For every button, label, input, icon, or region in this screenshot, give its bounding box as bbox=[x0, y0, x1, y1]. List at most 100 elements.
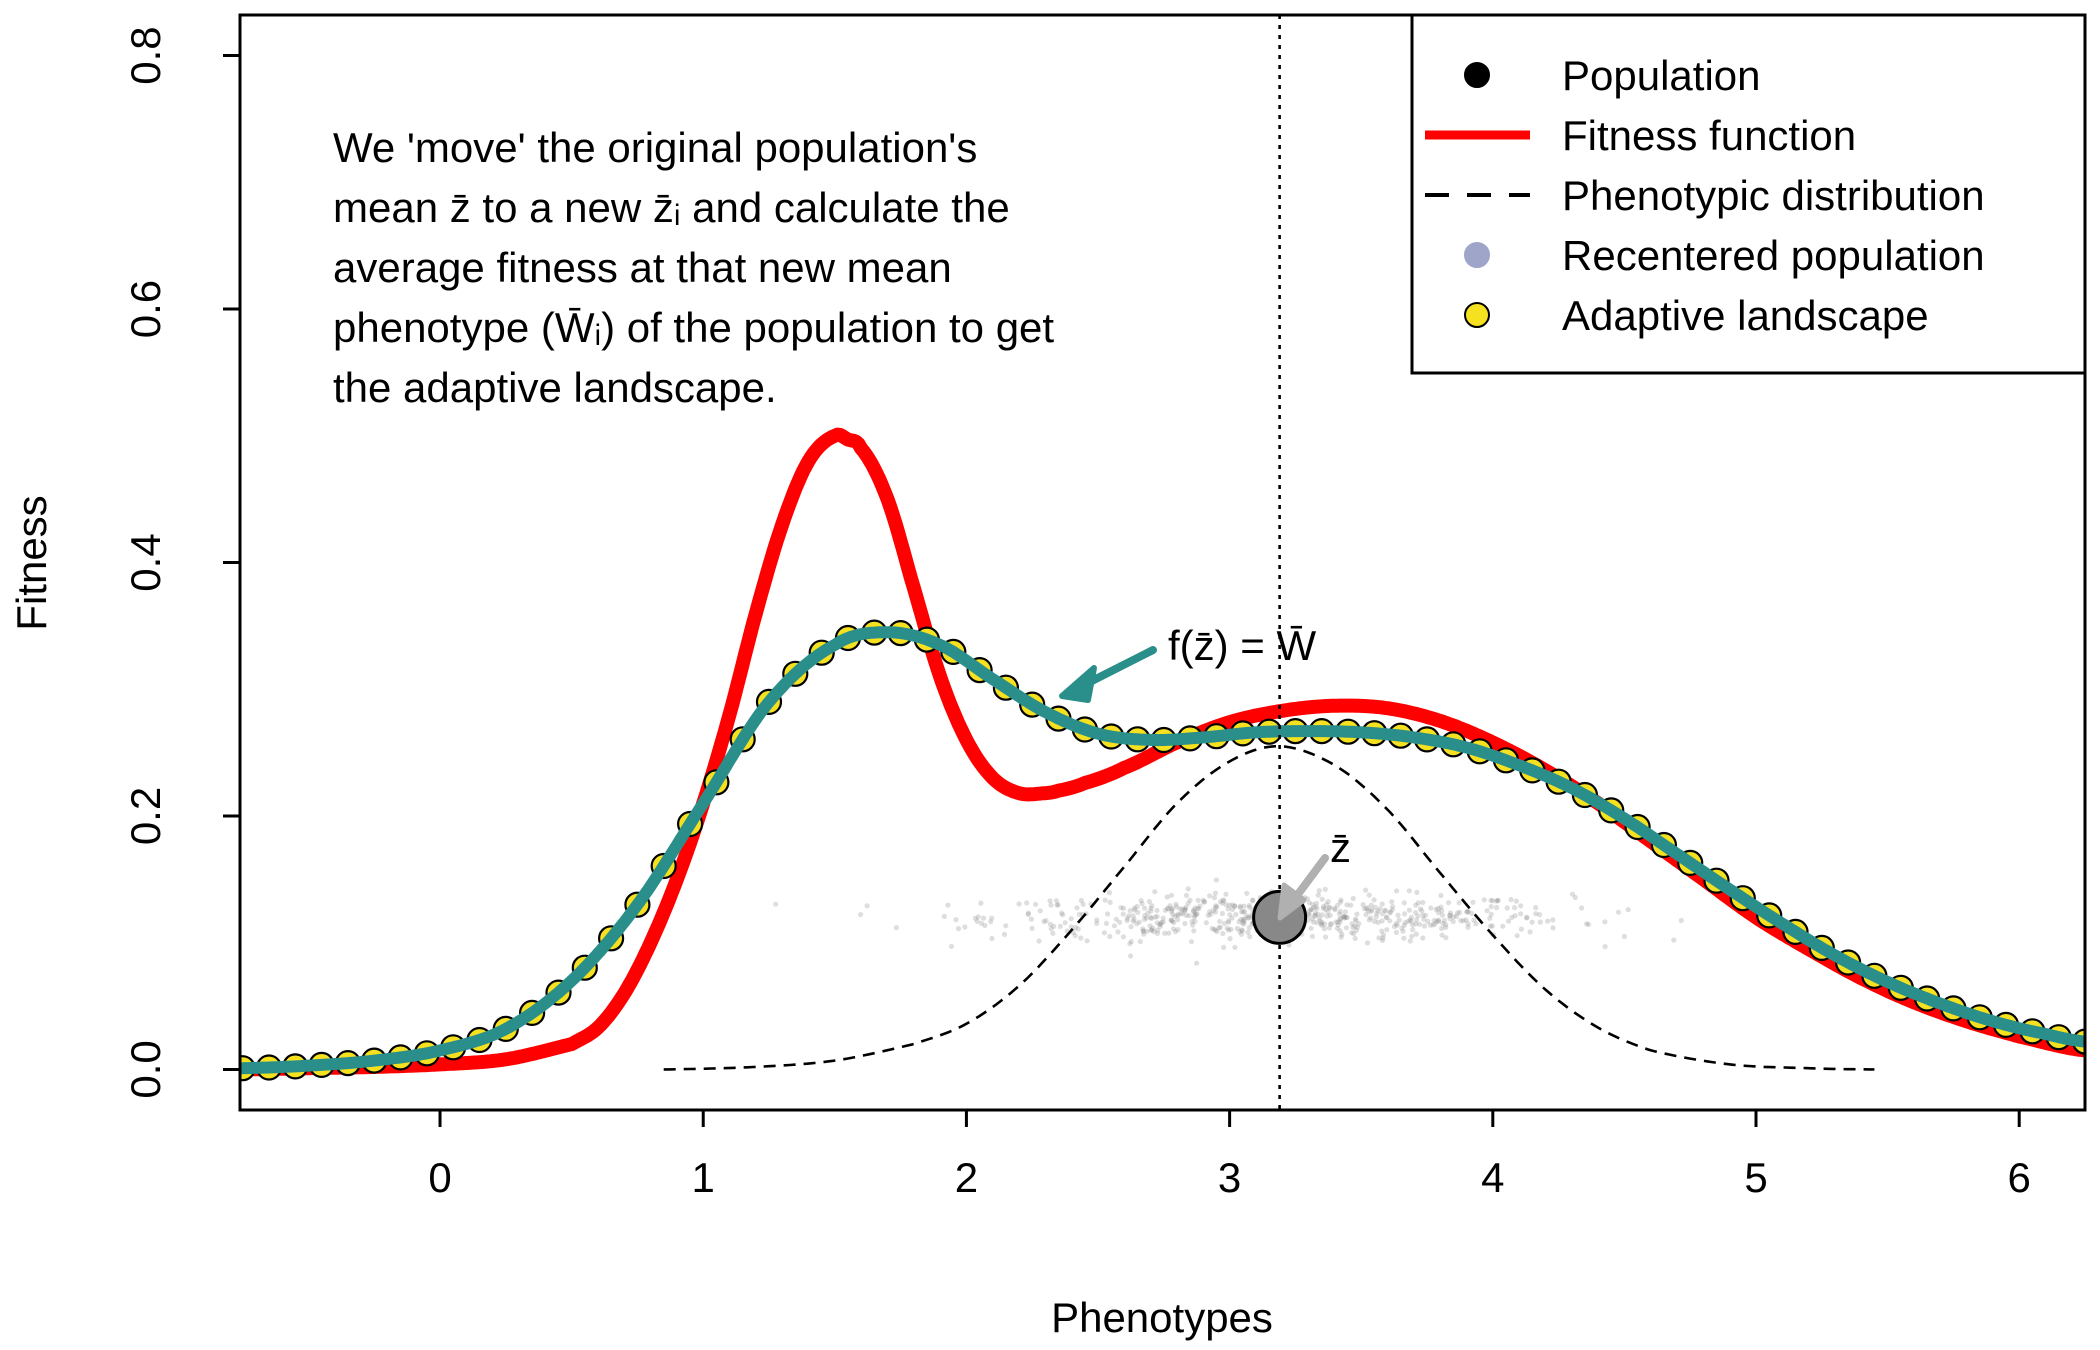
population-point bbox=[1443, 935, 1449, 941]
population-point bbox=[1369, 907, 1375, 913]
population-point bbox=[1319, 922, 1325, 928]
population-point bbox=[1094, 917, 1100, 923]
population-point bbox=[1226, 902, 1233, 908]
population-point bbox=[988, 919, 994, 925]
population-point bbox=[1244, 890, 1250, 896]
population-point bbox=[1234, 925, 1240, 932]
population-point bbox=[1127, 941, 1133, 947]
population-point bbox=[1120, 905, 1127, 911]
y-tick-label: 0.8 bbox=[122, 26, 169, 84]
population-point bbox=[1371, 897, 1377, 903]
population-point bbox=[1162, 907, 1168, 913]
population-point bbox=[1173, 929, 1179, 935]
population-point bbox=[1175, 917, 1181, 923]
population-point bbox=[1050, 930, 1056, 936]
population-point bbox=[1106, 890, 1112, 896]
population-point bbox=[1232, 944, 1238, 950]
population-point bbox=[1130, 913, 1136, 919]
population-point bbox=[978, 920, 985, 927]
population-point bbox=[1451, 914, 1457, 920]
population-point bbox=[1059, 910, 1065, 916]
legend-box bbox=[1410, 13, 2087, 375]
population-point bbox=[1001, 931, 1008, 938]
population-point bbox=[1168, 908, 1174, 915]
population-point bbox=[1137, 938, 1143, 945]
population-point bbox=[1413, 921, 1419, 927]
population-point bbox=[1465, 909, 1471, 915]
population-point bbox=[1500, 923, 1506, 929]
population-point bbox=[1183, 904, 1189, 910]
population-point bbox=[1195, 897, 1201, 903]
population-point bbox=[1047, 921, 1053, 927]
population-point bbox=[1228, 926, 1234, 933]
population-point bbox=[1337, 928, 1343, 934]
population-point bbox=[1140, 928, 1147, 934]
population-point bbox=[1188, 939, 1195, 945]
population-point bbox=[1213, 927, 1219, 933]
population-point bbox=[1211, 926, 1217, 933]
population-point bbox=[1226, 927, 1232, 933]
population-point bbox=[1182, 906, 1188, 912]
population-point bbox=[1105, 911, 1111, 917]
description-annotation: We 'move' the original population's mean… bbox=[333, 124, 1054, 411]
x-axis-title: Phenotypes bbox=[1051, 1294, 1273, 1341]
population-point bbox=[1387, 918, 1393, 924]
population-point bbox=[1488, 897, 1494, 903]
population-point bbox=[1323, 934, 1329, 940]
population-point bbox=[1220, 897, 1227, 903]
population-point bbox=[1527, 929, 1533, 935]
population-point bbox=[1349, 930, 1355, 936]
population-point bbox=[962, 924, 968, 930]
population-point bbox=[1585, 921, 1592, 928]
population-point bbox=[1413, 917, 1420, 923]
y-axis-title: Fitness bbox=[8, 495, 55, 630]
population-point bbox=[1512, 913, 1518, 919]
population-point bbox=[1191, 928, 1197, 934]
population-point bbox=[1430, 922, 1436, 928]
population-point bbox=[1134, 921, 1140, 927]
population-point bbox=[1408, 918, 1414, 924]
population-point bbox=[1380, 935, 1386, 941]
population-point bbox=[1321, 926, 1327, 932]
population-point bbox=[1379, 918, 1385, 924]
population-point bbox=[1245, 915, 1251, 921]
population-point bbox=[1379, 901, 1385, 907]
population-point bbox=[1454, 910, 1460, 916]
population-point bbox=[1328, 921, 1334, 927]
population-point bbox=[978, 900, 984, 906]
population-point bbox=[1025, 910, 1031, 916]
population-point bbox=[1155, 927, 1161, 933]
population-point bbox=[1124, 915, 1130, 921]
population-point bbox=[1144, 915, 1150, 921]
population-point bbox=[1335, 919, 1341, 925]
population-point bbox=[1621, 933, 1627, 940]
population-point bbox=[1148, 908, 1154, 914]
population-point bbox=[1314, 920, 1320, 926]
population-point bbox=[1149, 927, 1155, 933]
population-point bbox=[1139, 901, 1145, 907]
population-point bbox=[773, 901, 779, 907]
population-point bbox=[1406, 888, 1412, 894]
population-point bbox=[1107, 899, 1113, 906]
population-point bbox=[1183, 892, 1190, 899]
legend-key-point bbox=[1464, 62, 1490, 88]
population-point bbox=[1508, 897, 1514, 903]
population-point bbox=[1134, 903, 1140, 910]
population-point bbox=[1148, 914, 1154, 921]
population-point bbox=[1219, 900, 1225, 906]
x-tick-label: 4 bbox=[1481, 1154, 1504, 1201]
population-point bbox=[1245, 929, 1251, 936]
population-point bbox=[1374, 910, 1380, 917]
population-point bbox=[1094, 920, 1100, 926]
population-point bbox=[1349, 921, 1355, 927]
population-point bbox=[1192, 905, 1198, 911]
population-point bbox=[1489, 898, 1496, 904]
population-point bbox=[1126, 913, 1132, 919]
population-point bbox=[1323, 901, 1329, 908]
adaptive-landscape-layer bbox=[240, 619, 2085, 1082]
population-point bbox=[1230, 906, 1236, 913]
population-point bbox=[1602, 919, 1608, 925]
population-point bbox=[1353, 918, 1359, 924]
population-point bbox=[1212, 909, 1219, 915]
